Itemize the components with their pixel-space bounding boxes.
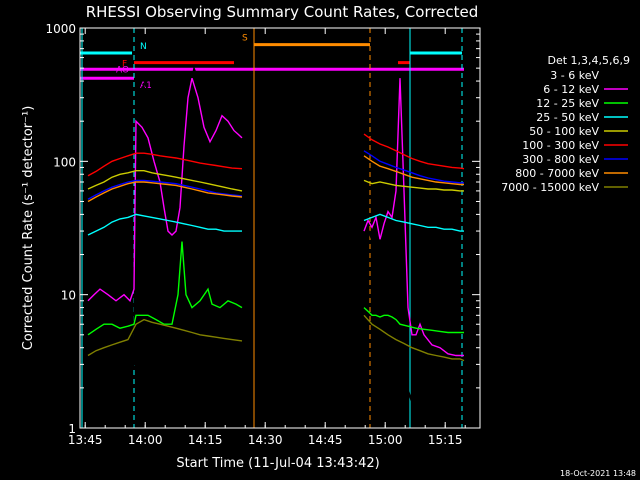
legend-label: 50 - 100 keV [529, 125, 599, 138]
y-axis-label: Corrected Count Rate (s⁻¹ detector⁻¹) [21, 106, 36, 351]
legend-label: 300 - 800 keV [522, 153, 599, 166]
series-3 [87, 213, 464, 236]
legend-title: Det 1,3,4,5,6,9 [547, 54, 630, 67]
series-5 [87, 133, 465, 177]
series-1 [87, 77, 464, 357]
series-line [117, 65, 243, 429]
y-tick-label: 1000 [45, 22, 76, 36]
series-line [363, 314, 465, 362]
footer-date: 18-Oct-2021 13:48 [560, 469, 636, 478]
series-lines [87, 65, 465, 429]
series-0 [117, 65, 427, 429]
series-line [363, 213, 464, 232]
axes: 13:45 14:00 14:15 14:30 14:45 15:00 15:15 1 10 10… [45, 22, 480, 447]
x-axis-label: Start Time (11-Jul-04 13:43:42) [176, 456, 379, 471]
series-line [363, 155, 464, 186]
x-tick-label: 14:15 [188, 433, 223, 447]
series-line [363, 150, 464, 184]
flag-label-ao: AO [116, 65, 129, 75]
legend-label: 100 - 300 keV [522, 139, 599, 152]
series-line [363, 133, 465, 170]
series-line [87, 213, 242, 236]
flag-label-f: F [122, 60, 127, 70]
x-tick-label: 14:30 [248, 433, 283, 447]
x-tick-label: 15:15 [428, 433, 463, 447]
series-line [363, 307, 464, 334]
chart-title: RHESSI Observing Summary Count Rates, Co… [86, 3, 479, 21]
series-line [87, 181, 243, 203]
series-line [363, 78, 464, 357]
time-markers [81, 28, 463, 428]
series-4 [87, 169, 464, 192]
x-tick-label: 14:00 [128, 433, 163, 447]
series-line [363, 179, 464, 192]
legend-label: 12 - 25 keV [536, 97, 599, 110]
series-line [87, 152, 243, 177]
series-6 [87, 150, 464, 200]
series-line [87, 241, 243, 336]
legend-label: 7000 - 15000 keV [501, 181, 599, 194]
series-line [87, 318, 243, 357]
legend-label: 800 - 7000 keV [515, 167, 599, 180]
series-line [87, 169, 243, 192]
flag-label-n: N [140, 42, 147, 52]
series-line [87, 179, 243, 200]
y-tick-label: 1 [68, 422, 76, 436]
plot-frame [79, 27, 481, 429]
y-tick-label: 100 [53, 155, 76, 169]
series-line [87, 77, 243, 303]
x-tick-label: 13:45 [68, 433, 103, 447]
series-line [363, 101, 427, 429]
legend-label: 6 - 12 keV [543, 83, 599, 96]
series-7 [87, 155, 464, 203]
y-tick-label: 10 [61, 289, 76, 303]
flag-label-s: S [242, 34, 248, 44]
legend-label: 25 - 50 keV [536, 111, 599, 124]
series-8 [87, 314, 465, 362]
series-2 [87, 241, 464, 336]
x-tick-label: 15:00 [368, 433, 403, 447]
legend-label: 3 - 6 keV [550, 69, 599, 82]
x-tick-label: 14:45 [308, 433, 343, 447]
